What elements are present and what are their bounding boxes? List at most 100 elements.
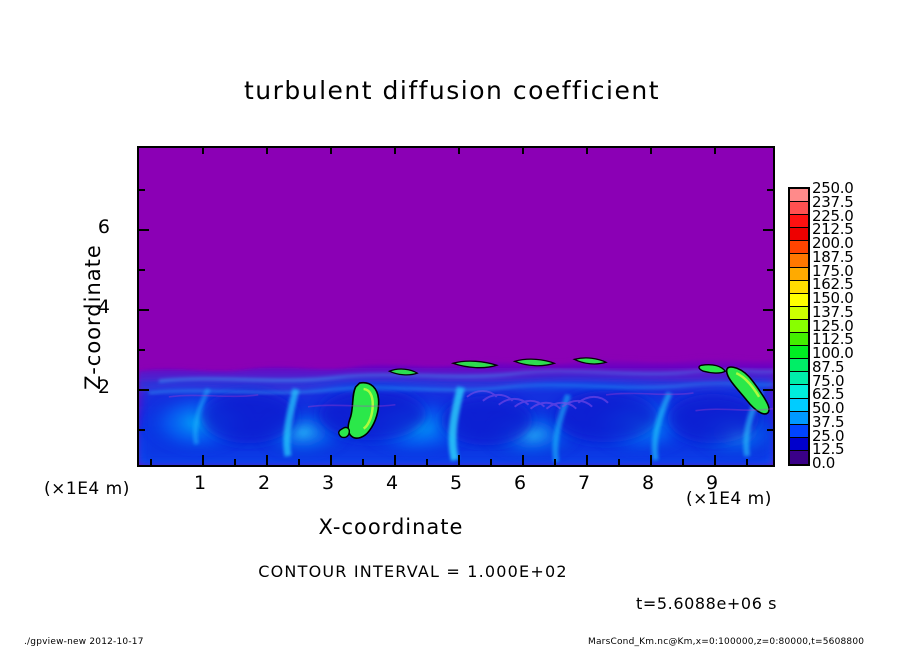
x-tick-label: 7 [577, 472, 591, 494]
page-title: turbulent diffusion coefficient [243, 76, 661, 105]
x-tick-top [330, 147, 332, 154]
colorbar-band [790, 189, 808, 203]
x-tick-label: 3 [321, 472, 335, 494]
colorbar-tick-label: 225.0 [812, 206, 854, 225]
y-tick-label: 4 [97, 296, 110, 318]
x-tick-minor [234, 459, 236, 466]
colorbar-band [790, 346, 808, 360]
x-tick-label: 5 [449, 472, 463, 494]
colorbar-band [790, 333, 808, 347]
x-tick-major [330, 455, 332, 466]
colorbar-band [790, 437, 808, 451]
y-tick-right [767, 349, 774, 351]
x-unit-right: (×1E4 m) [686, 489, 772, 509]
y-tick-right [767, 189, 774, 191]
x-tick-major [202, 455, 204, 466]
colorbar-tick-label: 237.5 [812, 192, 854, 211]
y-tick-right [763, 229, 774, 231]
y-tick-major [138, 229, 149, 231]
x-tick-minor [746, 459, 748, 466]
colorbar-band [790, 280, 808, 294]
x-unit-left: (×1E4 m) [44, 479, 130, 499]
plot-area [137, 146, 775, 467]
colorbar-band [790, 267, 808, 281]
colorbar-band [790, 372, 808, 386]
x-tick-label: 9 [705, 472, 719, 494]
x-tick-label: 1 [193, 472, 207, 494]
colorbar-band [790, 319, 808, 334]
x-tick-minor [298, 459, 300, 466]
contour-blob-left [338, 381, 380, 439]
colorbar-tick-label: 0.0 [812, 454, 835, 472]
colorbar-tick-label: 12.5 [812, 440, 845, 459]
colorbar-tick-label: 50.0 [812, 399, 845, 417]
x-tick-label: 2 [257, 472, 271, 494]
x-tick-major [458, 455, 460, 466]
colorbar-band [790, 450, 808, 464]
colorbar-tick-label: 37.5 [812, 412, 845, 431]
x-tick-minor [554, 459, 556, 466]
y-tick-label: 2 [97, 376, 110, 398]
colorbar-band [790, 241, 808, 255]
colorbar-tick-label: 187.5 [812, 247, 854, 266]
colorbar-band [790, 202, 808, 216]
colorbar-band [790, 385, 808, 399]
contour-interval-note: CONTOUR INTERVAL = 1.000E+02 [258, 562, 568, 581]
x-tick-label: 4 [385, 472, 399, 494]
colorbar [788, 187, 810, 466]
colorbar-band [790, 359, 808, 373]
colorbar-labels: 250.0 237.5 225.0 212.5 200.0 187.5 175.0 162.5… [812, 179, 902, 472]
x-tick-top [522, 147, 524, 154]
contour-blob-right [698, 363, 770, 415]
y-tick-major [138, 389, 149, 391]
footer-dataset: MarsCond_Km.nc@Km,x=0:100000,z=0:80000,t… [588, 637, 865, 647]
time-note: t=5.6088e+06 s [636, 594, 778, 613]
colorbar-band [790, 424, 808, 438]
colorbar-band [790, 398, 808, 412]
x-tick-top [458, 147, 460, 154]
y-tick-right [763, 309, 774, 311]
x-tick-label: 6 [513, 472, 527, 494]
colorbar-band [790, 293, 808, 307]
y-axis-title: Z-coordinate [81, 244, 105, 390]
colorbar-band [790, 306, 808, 320]
x-tick-top [586, 147, 588, 154]
y-tick-right [763, 389, 774, 391]
colorbar-tick-label: 125.0 [812, 316, 854, 335]
x-tick-minor [682, 459, 684, 466]
y-tick-minor [138, 349, 145, 351]
x-tick-top [650, 147, 652, 154]
x-tick-major [714, 455, 716, 466]
colorbar-tick-label: 75.0 [812, 371, 845, 390]
x-tick-top [202, 147, 204, 154]
x-tick-minor [490, 459, 492, 466]
x-tick-label: 8 [641, 472, 655, 494]
colorbar-band [790, 411, 808, 425]
y-tick-major [138, 309, 149, 311]
x-tick-top [266, 147, 268, 154]
y-tick-label: 6 [97, 216, 110, 238]
colorbar-tick-label: 250.0 [812, 179, 854, 197]
footer-command: ./gpview-new 2012-10-17 [24, 637, 144, 647]
x-tick-major [522, 455, 524, 466]
y-tick-right [767, 269, 774, 271]
colorbar-band [790, 254, 808, 268]
x-axis-title: X-coordinate [318, 515, 464, 539]
y-tick-minor [138, 269, 145, 271]
colorbar-band [790, 228, 808, 242]
colorbar-tick-label: 62.5 [812, 385, 845, 404]
y-tick-right [767, 429, 774, 431]
colorbar-band [790, 215, 808, 229]
x-tick-major [586, 455, 588, 466]
x-tick-top [394, 147, 396, 154]
colorbar-tick-label: 87.5 [812, 357, 845, 376]
x-tick-minor [362, 459, 364, 466]
y-tick-minor [138, 189, 145, 191]
x-tick-minor [618, 459, 620, 466]
colorbar-tick-label: 150.0 [812, 289, 854, 307]
colorbar-tick-label: 25.0 [812, 426, 845, 445]
x-tick-minor [426, 459, 428, 466]
colorbar-tick-label: 162.5 [812, 275, 854, 294]
colorbar-tick-label: 200.0 [812, 234, 854, 252]
colorbar-tick-label: 100.0 [812, 344, 854, 362]
